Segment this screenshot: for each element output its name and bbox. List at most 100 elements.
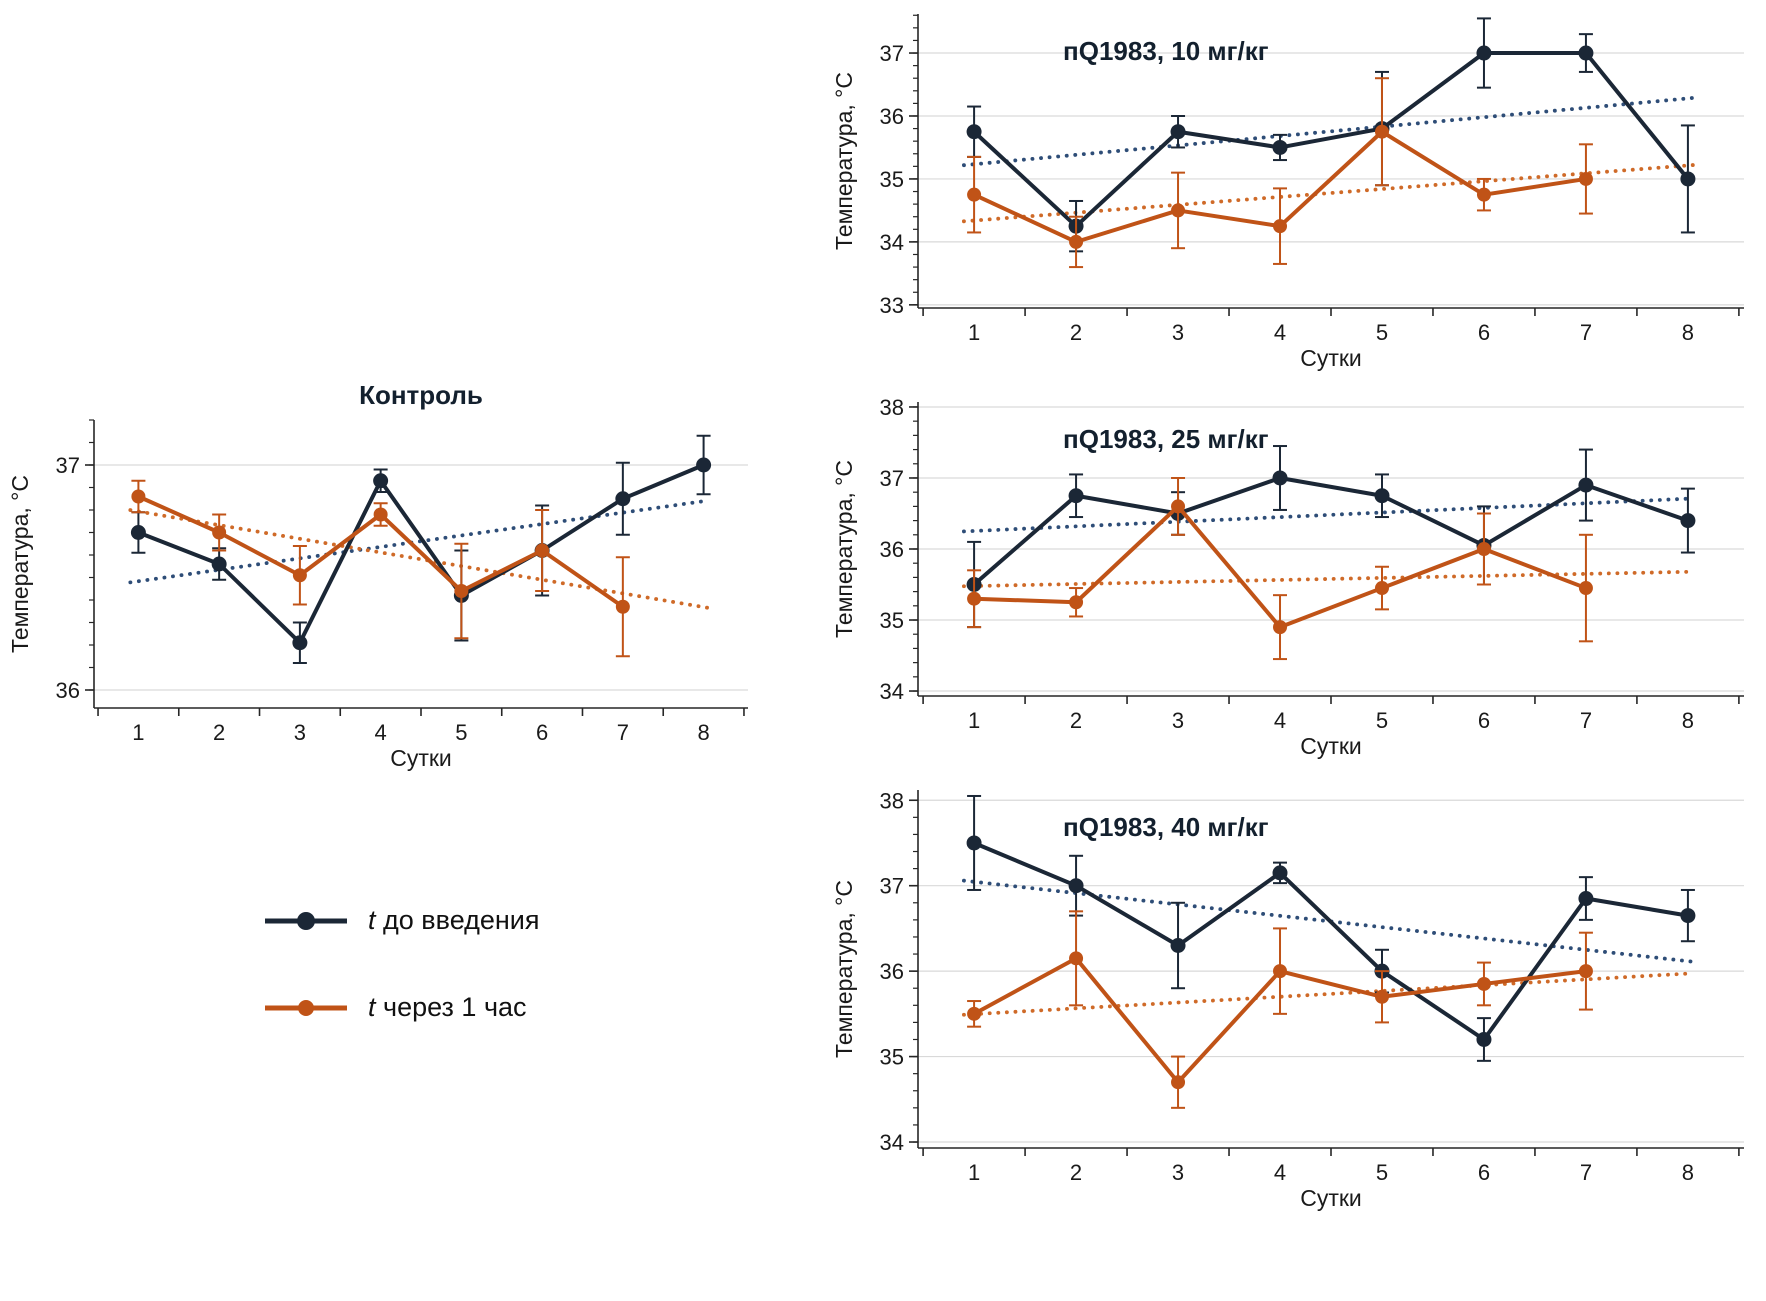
data-point-orange <box>212 525 227 540</box>
x-axis-title: Сутки <box>1300 733 1362 759</box>
legend-label-t-before: t до введения <box>368 905 540 936</box>
data-point-dark <box>1476 45 1492 61</box>
y-axis-title: Температура, °C <box>831 880 857 1058</box>
series-line-dark <box>137 463 705 645</box>
y-axis-title: Температура, °C <box>831 460 857 638</box>
x-axis-title: Сутки <box>1300 1185 1362 1211</box>
data-point-orange <box>1374 581 1389 596</box>
data-point-dark <box>1068 488 1084 504</box>
x-tick-label: 4 <box>1274 708 1286 733</box>
y-tick-label: 37 <box>56 453 80 478</box>
trendline-orange <box>961 569 1695 589</box>
y-axis-title: Температура, °C <box>7 475 33 653</box>
y-tick-label: 36 <box>56 678 80 703</box>
x-tick-label: 7 <box>1580 1160 1592 1185</box>
y-axis-title: Температура, °C <box>831 72 857 250</box>
data-point-orange <box>535 543 550 558</box>
data-point-orange <box>1069 951 1084 966</box>
x-tick-label: 2 <box>1070 708 1082 733</box>
x-tick-label: 2 <box>1070 1160 1082 1185</box>
data-point-dark <box>966 124 982 140</box>
chart-dose-40mg: 34 35 36 37 38 1 2 3 4 5 6 7 8 Сутки Температура, °C пQ… <box>830 778 1760 1218</box>
y-tick-label: 36 <box>880 959 904 984</box>
data-point-orange <box>1578 581 1593 596</box>
chart-control: 36 37 1 2 3 4 5 6 7 8 Сутки Температура, °C Контроль <box>6 374 768 778</box>
chart-dose-25mg: 34 35 36 37 38 1 2 3 4 5 6 7 8 Сутки Температура, °C пQ… <box>830 390 1760 766</box>
chart-legend: t до введения t через 1 час <box>262 905 540 1023</box>
legend-marker-orange-icon <box>265 999 347 1016</box>
x-tick-label: 3 <box>1172 1160 1184 1185</box>
legend-dot-dark <box>297 911 315 930</box>
y-tick-label: 34 <box>880 230 904 255</box>
x-tick-label: 6 <box>1478 320 1490 345</box>
data-point-dark <box>1170 938 1186 954</box>
y-tick-label: 34 <box>880 679 904 704</box>
legend-label-text: до введения <box>383 905 540 935</box>
x-tick-label: 8 <box>1682 320 1694 345</box>
series-line-dark <box>973 841 1689 1042</box>
data-point-orange <box>1273 964 1288 979</box>
data-point-dark <box>130 525 146 540</box>
x-tick-label: 8 <box>697 720 709 745</box>
legend-label-prefix: t <box>368 992 376 1022</box>
y-tick-label: 37 <box>880 466 904 491</box>
x-tick-label: 1 <box>968 320 980 345</box>
data-point-dark <box>1476 1031 1492 1047</box>
legend-label-prefix: t <box>368 905 376 935</box>
trendline-orange <box>128 508 710 610</box>
data-point-orange <box>1069 234 1084 249</box>
legend-label-text: через 1 час <box>383 992 527 1022</box>
y-tick-label: 37 <box>880 41 904 66</box>
trendline-dark <box>961 96 1695 168</box>
data-point-dark <box>1374 488 1390 504</box>
data-point-orange <box>967 591 982 606</box>
y-tick-label: 33 <box>880 293 904 318</box>
data-point-orange <box>1171 499 1186 514</box>
x-tick-label: 3 <box>1172 320 1184 345</box>
x-tick-label: 4 <box>1274 320 1286 345</box>
data-point-dark <box>211 556 227 572</box>
data-point-orange <box>454 584 469 598</box>
series-line-dark <box>972 475 1689 587</box>
legend-item-t-after: t через 1 час <box>262 992 540 1023</box>
x-tick-label: 3 <box>294 720 306 745</box>
data-point-dark <box>1578 45 1594 61</box>
x-tick-label: 5 <box>1376 1160 1388 1185</box>
y-tick-label: 36 <box>880 104 904 129</box>
x-tick-label: 1 <box>968 1160 980 1185</box>
data-point-dark <box>1578 477 1594 493</box>
data-point-dark <box>966 835 982 851</box>
data-point-dark <box>1680 513 1696 529</box>
legend-item-t-before: t до введения <box>262 905 540 936</box>
data-point-dark <box>1680 171 1696 187</box>
x-tick-label: 6 <box>1478 1160 1490 1185</box>
data-point-orange <box>1578 171 1593 186</box>
x-tick-label: 5 <box>1376 320 1388 345</box>
y-tick-label: 36 <box>880 537 904 562</box>
data-point-orange <box>292 568 307 583</box>
x-tick-label: 5 <box>1376 708 1388 733</box>
x-tick-label: 1 <box>968 708 980 733</box>
y-tick-label: 38 <box>880 788 904 813</box>
trendline-dark <box>128 498 710 585</box>
data-point-dark <box>1578 891 1594 907</box>
data-point-orange <box>1578 964 1593 979</box>
data-point-dark <box>1272 470 1288 486</box>
data-point-orange <box>967 1006 982 1021</box>
chart-title: пQ1983, 10 мг/кг <box>1063 36 1269 66</box>
x-tick-label: 7 <box>617 720 629 745</box>
x-axis-title: Сутки <box>390 745 452 771</box>
chart-title: пQ1983, 25 мг/кг <box>1063 424 1269 454</box>
x-tick-label: 7 <box>1580 708 1592 733</box>
data-point-orange <box>1374 989 1389 1004</box>
data-point-dark <box>1272 139 1288 155</box>
data-point-orange <box>1069 595 1084 610</box>
data-point-orange <box>615 599 630 614</box>
x-tick-label: 8 <box>1682 708 1694 733</box>
legend-marker-dark-icon <box>265 911 347 930</box>
x-tick-label: 6 <box>1478 708 1490 733</box>
